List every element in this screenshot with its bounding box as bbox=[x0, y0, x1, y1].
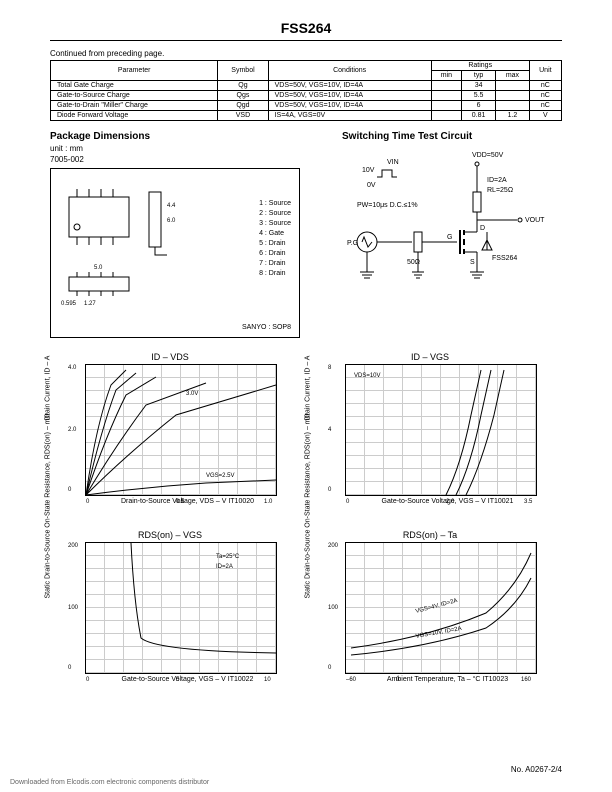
svg-text:0.595: 0.595 bbox=[61, 301, 77, 307]
svg-text:VGS=2.5V: VGS=2.5V bbox=[206, 473, 235, 479]
circuit-icon: VDD=50V ID=2A RL=25Ω VOUT 10V VIN 0V PW=… bbox=[342, 142, 562, 312]
circuit-title: Switching Time Test Circuit bbox=[342, 131, 562, 142]
svg-text:3.0V: 3.0V bbox=[186, 391, 198, 397]
chart-id-vds: ID – VDS Drain Current, ID – A 3.0V VGS=… bbox=[50, 352, 290, 522]
svg-text:FSS264: FSS264 bbox=[492, 255, 517, 262]
package-title: Package Dimensions bbox=[50, 131, 300, 142]
section-row: Package Dimensions unit : mm 7005-002 bbox=[50, 131, 562, 338]
svg-text:VIN: VIN bbox=[387, 159, 399, 166]
svg-text:0V: 0V bbox=[367, 182, 376, 189]
svg-text:VGS=4V, ID=2A: VGS=4V, ID=2A bbox=[415, 598, 458, 615]
svg-text:RL=25Ω: RL=25Ω bbox=[487, 187, 513, 194]
chart-area: Ta=25°C ID=2A 200 100 0 0 5 10 bbox=[85, 542, 277, 674]
page: FSS264 Continued from preceding page. Pa… bbox=[0, 0, 612, 792]
chart-area: VDS=10V 8 4 0 0 2.0 3.5 bbox=[345, 364, 537, 496]
table-row: Gate-to-Drain "Miller" Charge Qgd VDS=50… bbox=[51, 101, 562, 111]
th-conditions: Conditions bbox=[268, 61, 431, 81]
th-symbol: Symbol bbox=[218, 61, 268, 81]
circuit-section: Switching Time Test Circuit VDD=50V ID=2… bbox=[342, 131, 562, 338]
pin-list: 1 : Source 2 : Source 3 : Source 4 : Gat… bbox=[259, 199, 291, 279]
svg-text:D: D bbox=[480, 225, 485, 232]
svg-text:S: S bbox=[470, 259, 475, 266]
chart-lines-icon: 3.0V VGS=2.5V bbox=[86, 365, 276, 495]
chart-area: VGS=4V, ID=2A VGS=10V, ID=2A 200 100 0 –… bbox=[345, 542, 537, 674]
svg-text:VDS=10V: VDS=10V bbox=[354, 373, 381, 379]
table-row: Diode Forward Voltage VSD IS=4A, VGS=0V … bbox=[51, 111, 562, 121]
svg-text:VDD=50V: VDD=50V bbox=[472, 152, 504, 159]
th-parameter: Parameter bbox=[51, 61, 218, 81]
svg-text:6.0: 6.0 bbox=[167, 218, 176, 224]
chart-rds-ta: RDS(on) – Ta Static Drain-to-Source On-S… bbox=[310, 530, 550, 700]
package-unit: unit : mm bbox=[50, 144, 300, 153]
svg-text:10V: 10V bbox=[362, 167, 375, 174]
th-typ: typ bbox=[462, 71, 496, 81]
svg-text:4.4: 4.4 bbox=[167, 203, 176, 209]
download-note: Downloaded from Elcodis.com electronic c… bbox=[10, 779, 209, 786]
th-unit: Unit bbox=[529, 61, 561, 81]
chart-lines-icon: Ta=25°C ID=2A bbox=[86, 543, 276, 673]
sop8-icon: 5.0 1.27 0.595 6.0 4.4 bbox=[59, 177, 199, 327]
parameters-table: Parameter Symbol Conditions Ratings Unit… bbox=[50, 60, 562, 121]
sanyo-label: SANYO : SOP8 bbox=[242, 324, 291, 331]
svg-text:5.0: 5.0 bbox=[94, 265, 103, 271]
th-ratings: Ratings bbox=[431, 61, 529, 71]
svg-text:Ta=25°C: Ta=25°C bbox=[216, 554, 240, 560]
svg-text:VGS=10V, ID=2A: VGS=10V, ID=2A bbox=[415, 626, 462, 640]
chart-rds-vgs: RDS(on) – VGS Static Drain-to-Source On-… bbox=[50, 530, 290, 700]
table-row: Gate-to-Source Charge Qgs VDS=50V, VGS=1… bbox=[51, 91, 562, 101]
continued-note: Continued from preceding page. bbox=[50, 49, 562, 58]
page-title: FSS264 bbox=[50, 20, 562, 41]
svg-text:1.27: 1.27 bbox=[84, 301, 96, 307]
th-max: max bbox=[496, 71, 530, 81]
chart-id-vgs: ID – VGS Drain Current, ID – A VDS=10V 8… bbox=[310, 352, 550, 522]
chart-lines-icon: VGS=4V, ID=2A VGS=10V, ID=2A bbox=[346, 543, 536, 673]
chart-area: 3.0V VGS=2.5V 4.0 2.0 0 0 0.5 1.0 bbox=[85, 364, 277, 496]
svg-text:P.G: P.G bbox=[347, 240, 358, 247]
table-row: Total Gate Charge Qg VDS=50V, VGS=10V, I… bbox=[51, 81, 562, 91]
package-drawing: 5.0 1.27 0.595 6.0 4.4 1 : Source 2 : So… bbox=[50, 168, 300, 338]
package-code: 7005-002 bbox=[50, 155, 300, 164]
package-section: Package Dimensions unit : mm 7005-002 bbox=[50, 131, 300, 338]
th-min: min bbox=[431, 71, 461, 81]
charts-grid: ID – VDS Drain Current, ID – A 3.0V VGS=… bbox=[50, 352, 562, 700]
page-number: No. A0267-2/4 bbox=[511, 765, 562, 774]
circuit-diagram: VDD=50V ID=2A RL=25Ω VOUT 10V VIN 0V PW=… bbox=[342, 142, 562, 312]
chart-lines-icon: VDS=10V bbox=[346, 365, 536, 495]
svg-text:PW=10μs D.C.≤1%: PW=10μs D.C.≤1% bbox=[357, 202, 418, 209]
svg-text:ID=2A: ID=2A bbox=[487, 177, 507, 184]
svg-text:VOUT: VOUT bbox=[525, 217, 545, 224]
svg-text:G: G bbox=[447, 234, 452, 241]
svg-text:ID=2A: ID=2A bbox=[216, 564, 233, 570]
